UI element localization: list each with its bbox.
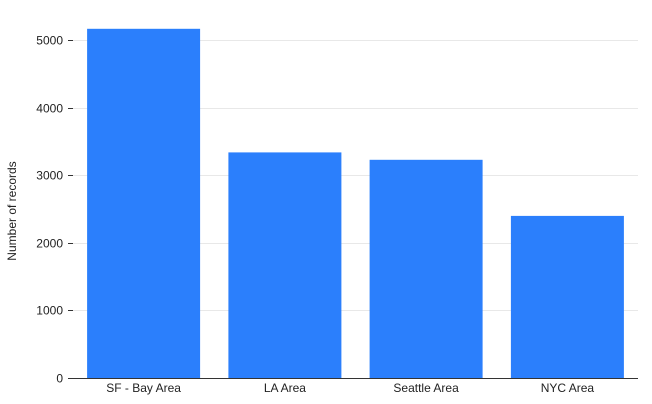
y-tick-label: 1000: [36, 304, 63, 318]
axes: 0 1000 2000 3000 4000 5000 SF - Bay Area LA Are…: [36, 34, 638, 395]
y-axis-title: Number of records: [5, 161, 19, 260]
y-tick-label: 0: [56, 372, 63, 386]
y-tick-label: 4000: [36, 102, 63, 116]
x-tick-label: SF - Bay Area: [106, 381, 181, 395]
bars: [87, 28, 624, 379]
bar-seattle-area: [369, 159, 483, 378]
x-tick-label: Seattle Area: [393, 381, 459, 395]
x-tick-label: NYC Area: [541, 381, 595, 395]
bar-la-area: [228, 152, 342, 378]
x-tick-label: LA Area: [264, 381, 306, 395]
bar-sf-bay-area: [87, 28, 201, 379]
y-tick-label: 3000: [36, 169, 63, 183]
y-tick-label: 2000: [36, 237, 63, 251]
y-tick-label: 5000: [36, 34, 63, 48]
bar-nyc-area: [510, 215, 624, 378]
